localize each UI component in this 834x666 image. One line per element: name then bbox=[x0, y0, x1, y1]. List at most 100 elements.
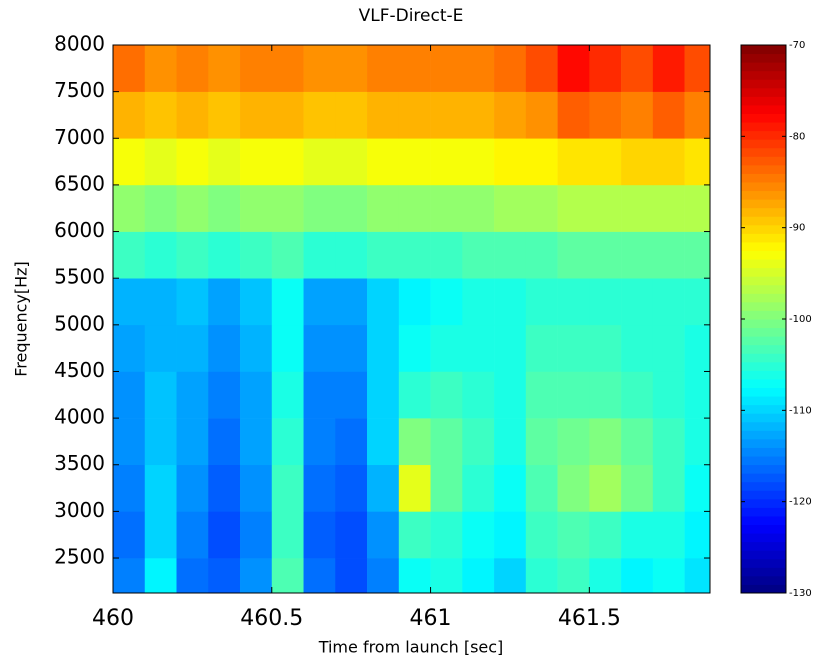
heat-cell bbox=[652, 45, 685, 92]
colorbar-tick-label: -110 bbox=[789, 405, 812, 416]
heat-cell bbox=[398, 45, 431, 92]
heat-cell bbox=[144, 278, 177, 326]
heat-cell bbox=[335, 418, 368, 466]
colorbar-tick-label: -80 bbox=[789, 131, 805, 142]
colorbar-step bbox=[741, 216, 786, 226]
heat-cell bbox=[240, 231, 273, 279]
y-tick-label: 6000 bbox=[54, 218, 105, 242]
heat-cell bbox=[335, 231, 368, 279]
x-tick-label: 461 bbox=[410, 606, 452, 631]
heat-cell bbox=[303, 558, 336, 594]
y-tick-label: 5000 bbox=[54, 311, 105, 335]
heat-cell bbox=[525, 231, 558, 279]
heat-cell bbox=[652, 231, 685, 279]
heat-cell bbox=[208, 184, 241, 232]
heat-cell bbox=[367, 231, 400, 279]
colorbar-step bbox=[741, 456, 786, 466]
heat-cell bbox=[144, 464, 177, 512]
colorbar-step bbox=[741, 310, 786, 320]
heat-cell bbox=[176, 371, 209, 419]
heat-cell bbox=[430, 418, 463, 466]
heat-cell bbox=[176, 511, 209, 559]
heat-cell bbox=[271, 184, 304, 232]
heat-cell bbox=[652, 324, 685, 372]
heat-cell bbox=[335, 371, 368, 419]
heat-cell bbox=[525, 464, 558, 512]
heat-cell bbox=[113, 558, 146, 594]
heat-cell bbox=[494, 45, 527, 92]
colorbar-step bbox=[741, 284, 786, 294]
heat-cell bbox=[557, 324, 590, 372]
heat-cell bbox=[144, 371, 177, 419]
y-tick-label: 7500 bbox=[54, 78, 105, 102]
colorbar-step bbox=[741, 207, 786, 217]
colorbar-step bbox=[741, 387, 786, 397]
heat-cell bbox=[684, 324, 711, 372]
colorbar-step bbox=[741, 361, 786, 371]
heat-cell bbox=[557, 138, 590, 186]
heat-cell bbox=[303, 231, 336, 279]
heat-cell bbox=[208, 231, 241, 279]
heat-cell bbox=[208, 464, 241, 512]
heat-cell bbox=[525, 324, 558, 372]
heat-cell bbox=[462, 231, 495, 279]
colorbar-tick-label: -130 bbox=[789, 588, 812, 599]
heat-cell bbox=[589, 278, 622, 326]
heat-cell bbox=[557, 45, 590, 92]
colorbar-step bbox=[741, 447, 786, 457]
heat-cell bbox=[652, 371, 685, 419]
colorbar-step bbox=[741, 336, 786, 346]
heat-cell bbox=[367, 464, 400, 512]
heat-cell bbox=[557, 558, 590, 594]
heat-cell bbox=[430, 231, 463, 279]
heat-cell bbox=[525, 558, 558, 594]
colorbar bbox=[741, 45, 786, 594]
heat-cell bbox=[652, 558, 685, 594]
heat-cell bbox=[303, 511, 336, 559]
heat-cell bbox=[271, 231, 304, 279]
colorbar-step bbox=[741, 79, 786, 89]
heat-cell bbox=[430, 91, 463, 139]
heat-cell bbox=[684, 418, 711, 466]
heat-cell bbox=[557, 231, 590, 279]
heat-cell bbox=[589, 371, 622, 419]
heat-cell bbox=[589, 91, 622, 139]
colorbar-step bbox=[741, 139, 786, 149]
heat-cell bbox=[430, 138, 463, 186]
colorbar-step bbox=[741, 430, 786, 440]
colorbar-step bbox=[741, 541, 786, 551]
heat-cell bbox=[144, 324, 177, 372]
heat-cell bbox=[525, 91, 558, 139]
heat-cell bbox=[398, 278, 431, 326]
heat-cell bbox=[557, 91, 590, 139]
heat-cell bbox=[303, 91, 336, 139]
colorbar-step bbox=[741, 224, 786, 234]
heat-cell bbox=[462, 511, 495, 559]
heat-cell bbox=[144, 91, 177, 139]
heat-cell bbox=[494, 91, 527, 139]
heat-cell bbox=[430, 278, 463, 326]
heat-cell bbox=[144, 184, 177, 232]
heat-cell bbox=[557, 418, 590, 466]
heat-cell bbox=[494, 231, 527, 279]
heat-cell bbox=[462, 278, 495, 326]
colorbar-step bbox=[741, 507, 786, 517]
y-tick-label: 2500 bbox=[54, 545, 105, 569]
colorbar-step bbox=[741, 421, 786, 431]
heat-cell bbox=[144, 45, 177, 92]
y-tick-label: 3500 bbox=[54, 451, 105, 475]
heat-cell bbox=[271, 511, 304, 559]
heat-cell bbox=[144, 558, 177, 594]
heat-cell bbox=[430, 324, 463, 372]
colorbar-step bbox=[741, 473, 786, 483]
heat-cell bbox=[335, 184, 368, 232]
heat-cell bbox=[113, 138, 146, 186]
colorbar-step bbox=[741, 293, 786, 303]
heat-cell bbox=[430, 371, 463, 419]
heat-cell bbox=[430, 464, 463, 512]
heat-cell bbox=[367, 558, 400, 594]
heat-cell bbox=[240, 511, 273, 559]
colorbar-step bbox=[741, 438, 786, 448]
heat-cell bbox=[176, 558, 209, 594]
